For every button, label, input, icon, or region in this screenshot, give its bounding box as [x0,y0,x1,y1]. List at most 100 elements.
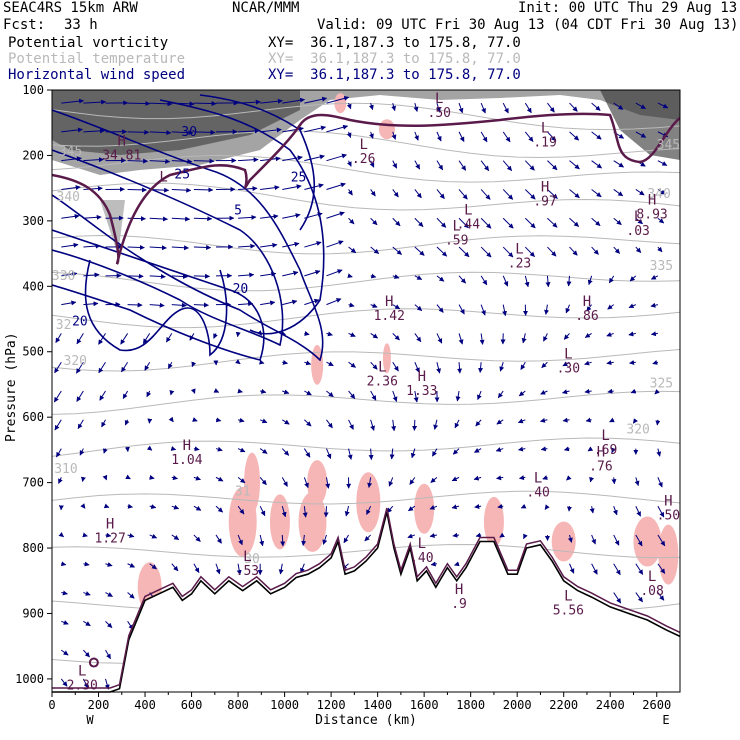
wind-vector [259,418,268,424]
wind-vector [304,331,310,336]
wind-vector [436,217,447,228]
wind-vector [414,131,419,141]
wind-vector [76,390,84,402]
extremum-marker: L [452,219,460,235]
wind-vector [606,332,614,337]
wind-vector [80,503,86,509]
extremum-marker: H [385,294,393,310]
wind-vector [652,360,659,365]
wind-vector [436,246,448,257]
wind-vector [591,534,596,545]
wind-vector [102,448,108,454]
wind-vector [655,419,661,426]
wind-vector [146,390,152,398]
extremum-marker: H [541,179,549,195]
wind-vector [477,390,482,401]
wind-vector [215,476,224,482]
wind-vector [436,160,444,171]
wind-vector [364,534,372,542]
wind-vector [408,505,416,512]
wind-vector [524,189,536,200]
wind-vector [259,448,268,454]
wind-vector [657,563,666,574]
wind-vector [165,333,173,343]
wind-vector [414,217,424,228]
x-tick-label: 1600 [410,698,439,712]
wind-vector [654,389,660,395]
wind-vector [392,274,400,279]
low-level-pv-patch [298,491,327,552]
wind-vector [238,157,259,163]
extremum-marker: L [634,209,642,225]
wind-vector [540,446,548,452]
wind-vector [569,189,580,199]
wind-vector [392,361,399,372]
wind-vector [407,533,416,539]
wind-vector [523,533,528,540]
wind-vector [260,98,283,104]
wind-vector [348,419,354,430]
wind-vector [58,477,63,484]
wind-vector [326,240,344,248]
wind-vector [149,504,157,510]
wind-vector [259,477,267,486]
wind-vector [569,160,580,170]
wind-vector [569,563,575,574]
wind-vector [121,361,129,373]
wind-vector [347,189,353,196]
wind-vector [238,301,254,307]
dynamic-tropopause [52,112,680,265]
wind-vector [543,333,548,342]
wind-vector [429,533,438,538]
extremum-value: .08 [640,584,663,599]
wind-vector [61,620,69,625]
wind-speed-contour [52,229,265,361]
y-axis-label: Pressure (hPa) [4,332,19,442]
wind-vector [260,127,282,133]
extremum-value: .53 [236,564,259,579]
extremum-marker: H [183,438,191,454]
low-level-pv-patch [633,516,662,567]
wind-vector [347,160,352,167]
extremum-marker: L [418,536,426,552]
wind-vector [635,102,646,110]
wind-vector [547,189,558,199]
wind-vector [124,419,130,426]
wind-vector [429,505,438,510]
wind-vector [193,302,209,308]
wind-vector [171,475,178,481]
extremum-value: .44 [457,217,481,232]
x-axis-west-label: W [86,713,94,727]
wind-vector [127,533,135,538]
legend-theta-name: Potential temperature [8,51,186,67]
wind-vector [587,446,594,452]
y-tick-label: 600 [22,410,44,424]
wind-vector [591,217,601,226]
legend-theta-xy: XY= 36.1,187.3 to 175.8, 77.0 [268,51,521,67]
wind-vector [392,304,401,310]
wind-vector [83,591,91,596]
extremum-value: .30 [557,361,580,376]
wind-vector [149,130,172,136]
y-tick-label: 300 [22,214,44,228]
wind-vector [323,506,329,518]
wind-vector [569,217,580,227]
wind-vector [167,361,173,369]
wind-vector [282,126,304,133]
wind-vector [343,534,349,544]
wind-vector [502,246,514,258]
wind-vector [414,333,422,343]
wind-vector [326,269,343,277]
wind-vector [613,189,624,197]
extremum-value: 1.42 [374,309,405,324]
wind-vector [370,273,377,279]
wind-vector [474,504,482,509]
wind-vector [79,448,85,456]
wind-vector [61,127,83,133]
wind-vector [171,130,194,136]
wind-vector [303,477,309,489]
wind-vector [547,217,558,228]
wind-speed-label: 25 [291,171,307,186]
extremum-value: .69 [594,443,617,458]
wind-vector [480,160,490,172]
